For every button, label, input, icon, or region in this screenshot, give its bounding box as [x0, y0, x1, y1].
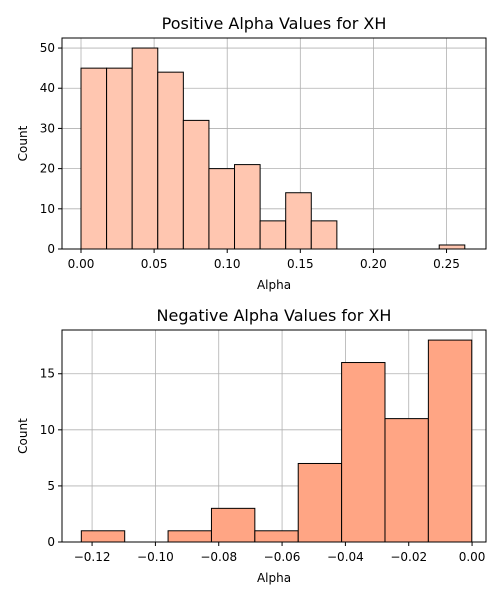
histogram-bar — [80, 67, 108, 250]
histogram-bar — [285, 192, 312, 250]
histogram-bar — [106, 67, 133, 250]
y-axis: 0 10 20 30 40 50 — [40, 41, 62, 256]
histogram-bar — [167, 530, 212, 543]
y-tick-label: 10 — [40, 423, 55, 437]
x-tick-label: 0.20 — [360, 257, 387, 271]
histogram-bar — [182, 119, 210, 250]
x-tick-label: 0.00 — [459, 550, 486, 564]
x-tick-label: 0.10 — [214, 257, 241, 271]
x-tick-label: −0.04 — [327, 550, 364, 564]
plot-frame — [61, 37, 487, 250]
histogram-bar — [208, 168, 236, 250]
histogram-bar — [210, 507, 256, 543]
chart-title: Negative Alpha Values for XH — [157, 306, 392, 325]
x-axis-label: Alpha — [257, 571, 291, 585]
x-tick-label: 0.05 — [141, 257, 168, 271]
y-tick-label: 15 — [40, 367, 55, 381]
bars — [80, 47, 466, 250]
chart-positive-alpha: 0.00 0.05 0.10 0.15 0.20 0.25 0 10 20 30 40 50 Posit… — [16, 14, 487, 292]
x-axis: 0.00 0.05 0.10 0.15 0.20 0.25 — [68, 249, 460, 271]
x-tick-label: −0.06 — [264, 550, 301, 564]
y-tick-label: 0 — [47, 242, 55, 256]
histogram-bar — [80, 530, 126, 543]
y-tick-label: 5 — [47, 479, 55, 493]
x-tick-label: −0.12 — [74, 550, 111, 564]
y-axis: 0 5 10 15 — [40, 367, 62, 549]
x-tick-label: −0.10 — [137, 550, 174, 564]
y-axis-label: Count — [16, 125, 30, 161]
y-tick-label: 40 — [40, 81, 55, 95]
histogram-bar — [131, 47, 159, 250]
histogram-bar — [384, 418, 429, 543]
chart-negative-alpha: −0.12 −0.10 −0.08 −0.06 −0.04 −0.02 0.00 0 5 10 15… — [16, 306, 487, 585]
y-tick-label: 0 — [47, 535, 55, 549]
histogram-bar — [341, 362, 386, 543]
y-tick-label: 20 — [40, 162, 55, 176]
x-tick-label: 0.00 — [68, 257, 95, 271]
histogram-bar — [438, 244, 466, 250]
x-tick-label: 0.15 — [287, 257, 314, 271]
y-tick-label: 30 — [40, 121, 55, 135]
y-tick-label: 10 — [40, 202, 55, 216]
plot-frame — [61, 329, 487, 543]
chart-title: Positive Alpha Values for XH — [162, 14, 387, 33]
y-tick-label: 50 — [40, 41, 55, 55]
x-tick-label: −0.02 — [390, 550, 427, 564]
x-tick-label: 0.25 — [433, 257, 460, 271]
histogram-bar — [310, 220, 338, 250]
bars — [80, 339, 473, 543]
histogram-bar — [297, 462, 343, 543]
y-axis-label: Count — [16, 418, 30, 454]
histogram-bar — [157, 71, 184, 250]
x-axis-label: Alpha — [257, 278, 291, 292]
x-axis: −0.12 −0.10 −0.08 −0.06 −0.04 −0.02 0.00 — [74, 542, 486, 564]
histogram-bar — [234, 164, 261, 250]
histogram-bar — [254, 530, 299, 543]
x-tick-label: −0.08 — [200, 550, 237, 564]
histogram-bar — [259, 220, 287, 250]
histogram-bar — [427, 339, 473, 543]
